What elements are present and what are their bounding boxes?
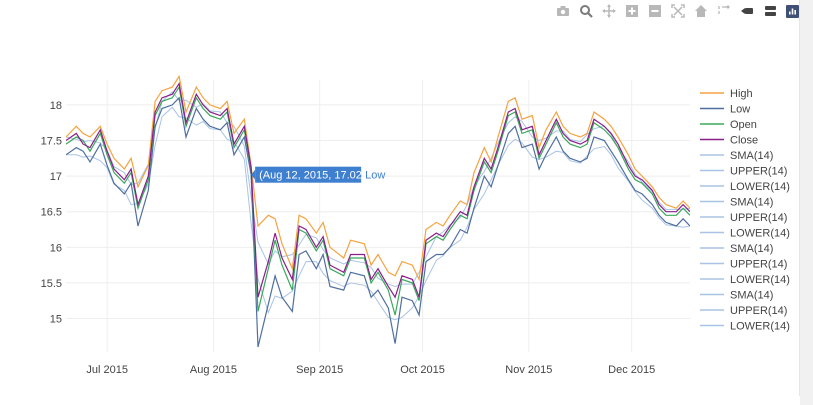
x-tick-label: Dec 2015 <box>608 364 655 376</box>
legend-item-label[interactable]: LOWER(14) <box>730 274 790 286</box>
indicator-line <box>66 106 690 321</box>
legend-item-label[interactable]: SMA(14) <box>730 290 773 302</box>
legend-item-label[interactable]: LOWER(14) <box>730 321 790 333</box>
zoom-icon[interactable] <box>579 4 593 18</box>
spike-lines-icon[interactable] <box>717 4 731 18</box>
series-line-open[interactable] <box>66 85 690 316</box>
plotly-logo-icon[interactable] <box>786 4 799 18</box>
legend-item-label[interactable]: UPPER(14) <box>730 166 787 178</box>
legend-item-label[interactable]: Low <box>730 104 750 116</box>
legend-item-label[interactable]: UPPER(14) <box>730 212 787 224</box>
scrollbar[interactable] <box>800 0 813 405</box>
y-tick-label: 18 <box>50 100 62 112</box>
series-line-high[interactable] <box>66 74 690 282</box>
y-tick-label: 17.5 <box>41 136 62 148</box>
series-line-close[interactable] <box>66 81 690 299</box>
legend-item-label[interactable]: LOWER(14) <box>730 228 790 240</box>
x-tick-label: Sep 2015 <box>296 364 343 376</box>
x-tick-label: Jul 2015 <box>86 364 128 376</box>
legend-item-label[interactable]: UPPER(14) <box>730 259 787 271</box>
y-tick-label: 15.5 <box>41 278 62 290</box>
modebar <box>556 3 799 19</box>
zoom-out-icon[interactable] <box>648 4 662 18</box>
legend-item-label[interactable]: Open <box>730 119 757 131</box>
legend-item-label[interactable]: Close <box>730 135 758 147</box>
camera-icon[interactable] <box>556 4 570 18</box>
legend-item-label[interactable]: LOWER(14) <box>730 181 790 193</box>
legend-item-label[interactable]: SMA(14) <box>730 243 773 255</box>
hover-closest-icon[interactable] <box>740 4 754 18</box>
y-tick-label: 15 <box>50 314 62 326</box>
x-tick-label: Nov 2015 <box>505 364 552 376</box>
chart-frame: Jul 2015 Aug 2015 Sep 2015 Oct 2015 Nov 2015… <box>0 0 800 396</box>
legend-item-label[interactable]: SMA(14) <box>730 150 773 162</box>
legend-item-label[interactable]: UPPER(14) <box>730 305 787 317</box>
legend-item-label[interactable]: High <box>730 88 753 100</box>
y-tick-label: 16 <box>50 242 62 254</box>
y-tick-label: 16.5 <box>41 207 62 219</box>
series-line-low[interactable] <box>66 96 690 348</box>
autoscale-icon[interactable] <box>671 4 685 18</box>
reset-axes-icon[interactable] <box>694 4 708 18</box>
zoom-in-icon[interactable] <box>625 4 639 18</box>
x-tick-label: Aug 2015 <box>190 364 237 376</box>
chart-svg[interactable]: Jul 2015 Aug 2015 Sep 2015 Oct 2015 Nov 2015… <box>0 0 799 396</box>
legend-item-label[interactable]: SMA(14) <box>730 197 773 209</box>
hover-compare-icon[interactable] <box>763 4 777 18</box>
x-tick-label: Oct 2015 <box>400 364 445 376</box>
hover-label-text: (Aug 12, 2015, 17.02) <box>259 170 365 182</box>
hover-series-name: Low <box>365 170 385 182</box>
hover-label-box <box>255 166 362 183</box>
pan-icon[interactable] <box>602 4 616 18</box>
hover-label-pointer <box>251 169 256 180</box>
y-tick-label: 17 <box>50 171 62 183</box>
